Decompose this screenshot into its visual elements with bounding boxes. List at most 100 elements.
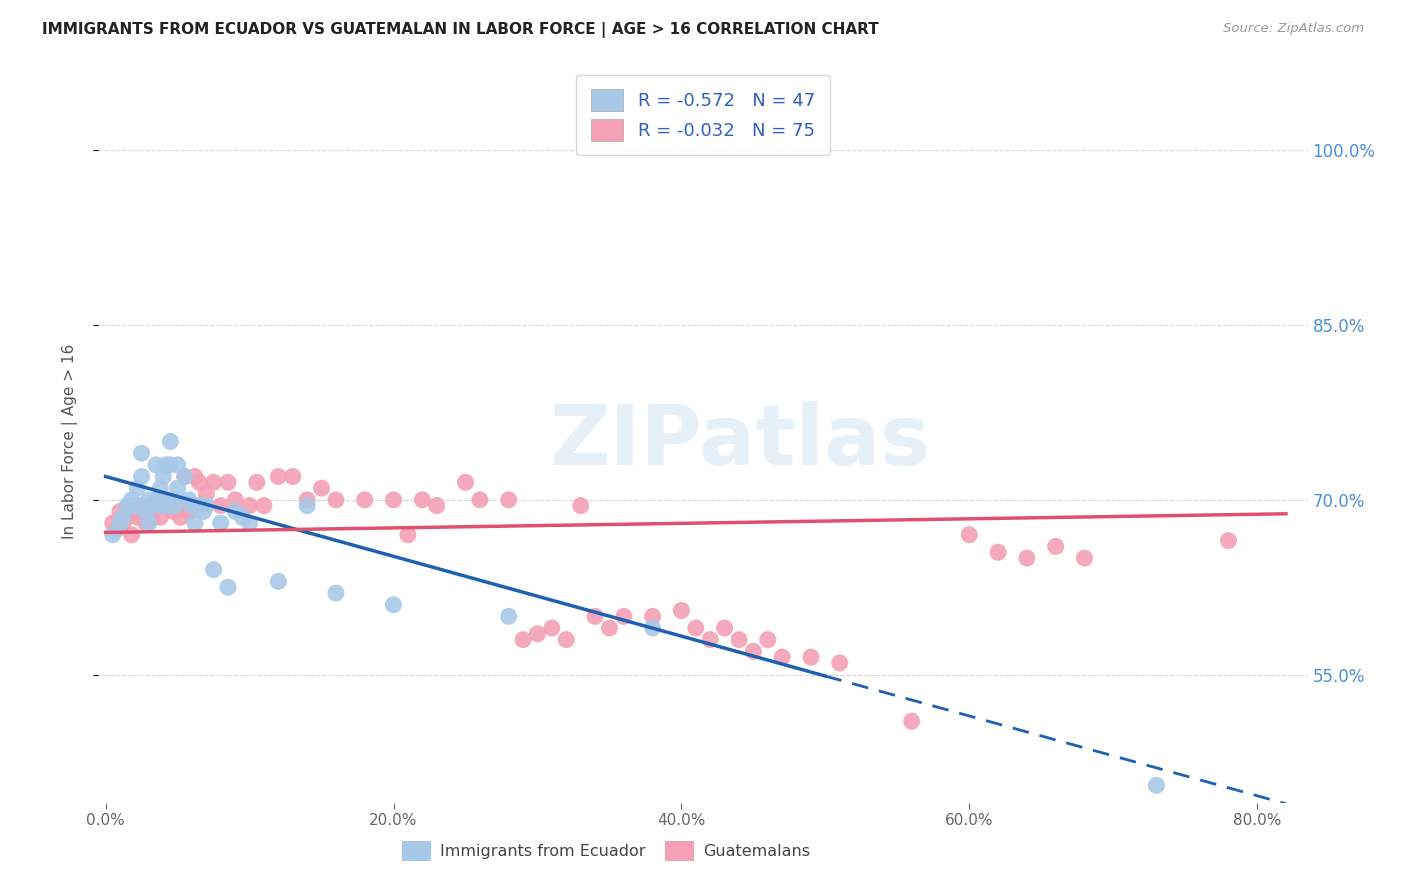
Point bbox=[181, 499, 204, 513]
Point bbox=[987, 545, 1010, 559]
Point bbox=[1015, 551, 1038, 566]
Point bbox=[498, 492, 520, 507]
Point bbox=[145, 499, 167, 513]
Point bbox=[159, 458, 181, 472]
Text: IMMIGRANTS FROM ECUADOR VS GUATEMALAN IN LABOR FORCE | AGE > 16 CORRELATION CHAR: IMMIGRANTS FROM ECUADOR VS GUATEMALAN IN… bbox=[42, 22, 879, 38]
Point bbox=[555, 632, 578, 647]
Point bbox=[142, 499, 165, 513]
Point bbox=[231, 510, 253, 524]
Point bbox=[156, 499, 179, 513]
Point bbox=[900, 714, 922, 729]
Point bbox=[224, 504, 246, 518]
Point bbox=[162, 492, 184, 507]
Point bbox=[641, 621, 664, 635]
Point bbox=[382, 492, 405, 507]
Point bbox=[179, 504, 201, 518]
Point bbox=[111, 516, 134, 530]
Point bbox=[152, 469, 174, 483]
Point bbox=[468, 492, 491, 507]
Point bbox=[135, 504, 157, 518]
Point bbox=[152, 499, 174, 513]
Point bbox=[131, 446, 153, 460]
Point bbox=[267, 574, 290, 589]
Point bbox=[163, 499, 186, 513]
Point bbox=[209, 499, 232, 513]
Point bbox=[1073, 551, 1095, 566]
Point bbox=[770, 650, 793, 665]
Point bbox=[756, 632, 779, 647]
Point bbox=[108, 504, 131, 518]
Point bbox=[957, 528, 980, 542]
Point bbox=[159, 492, 181, 507]
Point bbox=[138, 516, 160, 530]
Point bbox=[121, 528, 143, 542]
Point bbox=[108, 516, 131, 530]
Text: Source: ZipAtlas.com: Source: ZipAtlas.com bbox=[1223, 22, 1364, 36]
Point bbox=[685, 621, 707, 635]
Point bbox=[188, 499, 211, 513]
Point bbox=[101, 516, 124, 530]
Point bbox=[193, 504, 215, 518]
Point bbox=[454, 475, 477, 490]
Point bbox=[155, 492, 177, 507]
Point bbox=[498, 609, 520, 624]
Point bbox=[239, 499, 262, 513]
Point bbox=[141, 499, 163, 513]
Point bbox=[179, 492, 201, 507]
Point bbox=[411, 492, 433, 507]
Point bbox=[671, 603, 693, 617]
Point bbox=[295, 492, 318, 507]
Point bbox=[188, 475, 211, 490]
Point bbox=[135, 516, 157, 530]
Point bbox=[145, 458, 167, 472]
Point bbox=[800, 650, 823, 665]
Point bbox=[195, 487, 218, 501]
Point bbox=[173, 469, 195, 483]
Point bbox=[311, 481, 333, 495]
Point bbox=[217, 475, 239, 490]
Point bbox=[641, 609, 664, 624]
Point bbox=[512, 632, 534, 647]
Point bbox=[382, 598, 405, 612]
Point bbox=[253, 499, 276, 513]
Point bbox=[184, 516, 207, 530]
Point bbox=[613, 609, 636, 624]
Y-axis label: In Labor Force | Age > 16: In Labor Force | Age > 16 bbox=[62, 344, 77, 539]
Point bbox=[728, 632, 751, 647]
Point bbox=[152, 492, 174, 507]
Point bbox=[131, 469, 153, 483]
Point bbox=[166, 481, 188, 495]
Point bbox=[224, 492, 246, 507]
Point bbox=[149, 510, 172, 524]
Point bbox=[295, 499, 318, 513]
Point bbox=[583, 609, 606, 624]
Text: ZIPatlas: ZIPatlas bbox=[548, 401, 929, 482]
Point bbox=[1144, 778, 1167, 792]
Point bbox=[742, 644, 765, 658]
Point bbox=[246, 475, 269, 490]
Point bbox=[713, 621, 735, 635]
Point bbox=[239, 516, 262, 530]
Point bbox=[202, 475, 225, 490]
Point bbox=[156, 499, 179, 513]
Point bbox=[166, 499, 188, 513]
Point bbox=[121, 492, 143, 507]
Point bbox=[124, 504, 146, 518]
Point bbox=[181, 499, 204, 513]
Point bbox=[569, 499, 592, 513]
Point bbox=[138, 492, 160, 507]
Point bbox=[115, 510, 138, 524]
Point bbox=[124, 499, 146, 513]
Point bbox=[138, 504, 160, 518]
Point bbox=[162, 504, 184, 518]
Point bbox=[141, 510, 163, 524]
Point bbox=[166, 458, 188, 472]
Point bbox=[202, 563, 225, 577]
Point bbox=[426, 499, 449, 513]
Point bbox=[526, 627, 548, 641]
Point bbox=[353, 492, 375, 507]
Point bbox=[598, 621, 620, 635]
Point bbox=[127, 481, 149, 495]
Point bbox=[193, 499, 215, 513]
Point bbox=[396, 528, 419, 542]
